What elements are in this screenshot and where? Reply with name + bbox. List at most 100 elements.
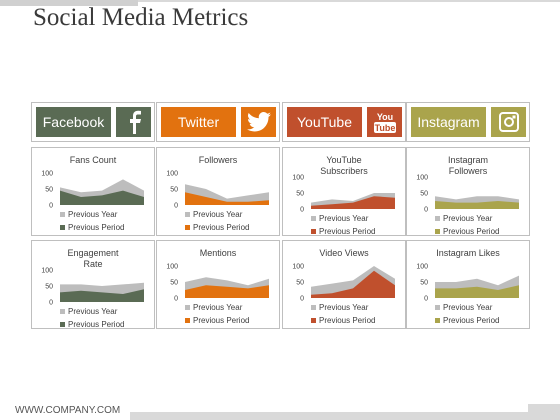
legend-entry: Previous Period xyxy=(60,223,124,232)
chart-title: Followers xyxy=(198,155,238,165)
chart-title: Engagement Rate xyxy=(67,248,119,269)
legend-entry: Previous Year xyxy=(185,210,242,219)
legend-swatch xyxy=(185,318,190,323)
series-area-previous-period xyxy=(60,190,144,205)
y-tick-label: 0 xyxy=(174,203,178,210)
y-tick-label: 100 xyxy=(416,175,428,182)
series-area-previous-period xyxy=(435,285,519,298)
facebook-logo-icon xyxy=(116,107,151,137)
top-accent-bar xyxy=(0,0,138,6)
series-area-previous-period xyxy=(185,285,269,298)
y-tick-label: 0 xyxy=(49,203,53,210)
series-area-previous-period xyxy=(60,289,144,302)
area-chart: 0 50 100 xyxy=(416,175,519,214)
series-area-previous-period xyxy=(311,270,395,298)
header-facebook: Facebook xyxy=(31,102,155,142)
series-area-previous-period xyxy=(435,201,519,209)
legend-label: Previous Year xyxy=(193,210,243,219)
chart-title: YouTube Subscribers xyxy=(320,155,368,176)
legend-entry: Previous Period xyxy=(185,316,249,325)
y-tick-label: 100 xyxy=(292,264,304,271)
area-chart: 0 50 100 xyxy=(292,264,395,303)
twitter-bird-icon xyxy=(241,107,276,137)
y-tick-label: 50 xyxy=(420,191,428,198)
page-title: Social Media Metrics xyxy=(33,4,249,31)
chart-title: Instagram Followers xyxy=(447,155,489,176)
y-tick-label: 50 xyxy=(420,280,428,287)
y-tick-label: 50 xyxy=(170,187,178,194)
legend-label: Previous Period xyxy=(443,316,500,325)
legend-swatch xyxy=(435,305,440,310)
legend-swatch xyxy=(311,318,316,323)
header-label: Facebook xyxy=(36,107,111,137)
header-label: Instagram xyxy=(411,107,486,137)
legend-label: Previous Year xyxy=(319,303,369,312)
legend-label: Previous Year xyxy=(319,214,369,223)
legend-swatch xyxy=(435,318,440,323)
y-tick-label: 0 xyxy=(424,296,428,303)
legend-label: Previous Year xyxy=(443,214,493,223)
legend-entry: Previous Period xyxy=(60,320,124,329)
metric-card: Mentions 0 50 100 Previous Year Previous Peri… xyxy=(156,240,280,329)
legend-label: Previous Period xyxy=(68,223,125,232)
legend-swatch xyxy=(60,225,65,230)
legend-entry: Previous Period xyxy=(435,316,499,325)
series-area-previous-period xyxy=(185,192,269,205)
y-tick-label: 0 xyxy=(300,296,304,303)
legend-swatch xyxy=(185,305,190,310)
area-chart: 0 50 100 xyxy=(41,268,144,307)
header-label: YouTube xyxy=(287,107,362,137)
legend-label: Previous Year xyxy=(193,303,243,312)
y-tick-label: 50 xyxy=(45,187,53,194)
y-tick-label: 100 xyxy=(41,171,53,178)
legend-label: Previous Period xyxy=(68,320,125,329)
svg-text:Tube: Tube xyxy=(374,123,395,133)
legend-swatch xyxy=(311,229,316,234)
y-tick-label: 100 xyxy=(41,268,53,275)
legend-label: Previous Period xyxy=(193,223,250,232)
metric-card: Instagram Likes 0 50 100 Previous Year Previo… xyxy=(406,240,530,329)
top-accent-line xyxy=(0,0,560,2)
legend-label: Previous Period xyxy=(319,227,376,236)
legend-label: Previous Year xyxy=(68,210,118,219)
y-tick-label: 100 xyxy=(292,175,304,182)
bottom-accent-bar xyxy=(130,412,560,420)
area-chart: 0 50 100 xyxy=(292,175,395,214)
legend-entry: Previous Period xyxy=(185,223,249,232)
area-chart: 0 50 100 xyxy=(416,264,519,303)
legend-label: Previous Period xyxy=(443,227,500,236)
area-chart: 0 50 100 xyxy=(41,171,144,210)
y-tick-label: 0 xyxy=(424,207,428,214)
header-label: Twitter xyxy=(161,107,236,137)
y-tick-label: 50 xyxy=(170,280,178,287)
instagram-camera-icon xyxy=(491,107,526,137)
legend-swatch xyxy=(185,225,190,230)
bottom-accent-block xyxy=(528,404,560,420)
y-tick-label: 100 xyxy=(416,264,428,271)
metric-card: YouTube Subscribers 0 50 100 Previous Year Pr… xyxy=(282,147,406,236)
header-youtube: YouTube You Tube xyxy=(282,102,406,142)
legend-label: Previous Period xyxy=(319,316,376,325)
header-instagram: Instagram xyxy=(406,102,530,142)
y-tick-label: 100 xyxy=(166,264,178,271)
youtube-logo-icon: You Tube xyxy=(367,107,402,137)
y-tick-label: 100 xyxy=(166,171,178,178)
legend-swatch xyxy=(60,322,65,327)
area-chart: 0 50 100 xyxy=(166,264,269,303)
legend-label: Previous Year xyxy=(68,307,118,316)
legend-label: Previous Year xyxy=(443,303,493,312)
legend-swatch xyxy=(60,212,65,217)
chart-title: Video Views xyxy=(319,248,369,258)
series-area-previous-period xyxy=(311,196,395,209)
metric-card: Fans Count 0 50 100 Previous Year Previous Pe… xyxy=(31,147,155,236)
legend-entry: Previous Period xyxy=(311,227,375,236)
legend-swatch xyxy=(435,229,440,234)
header-twitter: Twitter xyxy=(156,102,280,142)
legend-entry: Previous Year xyxy=(60,307,117,316)
legend-entry: Previous Period xyxy=(311,316,375,325)
legend-swatch xyxy=(185,212,190,217)
footer-url: WWW.COMPANY.COM xyxy=(15,405,121,416)
legend-label: Previous Period xyxy=(193,316,250,325)
chart-title: Fans Count xyxy=(69,155,117,165)
chart-title: Instagram Likes xyxy=(436,248,500,258)
